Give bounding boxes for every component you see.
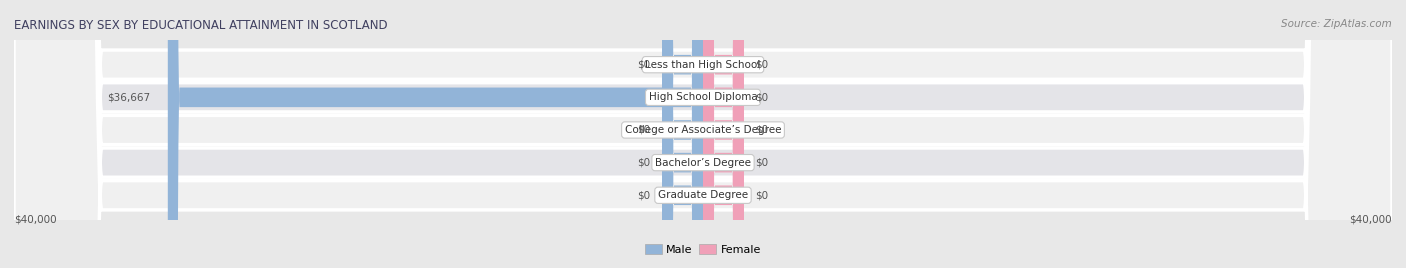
FancyBboxPatch shape — [703, 0, 744, 268]
FancyBboxPatch shape — [662, 0, 703, 268]
Text: $36,667: $36,667 — [107, 92, 150, 102]
Text: EARNINGS BY SEX BY EDUCATIONAL ATTAINMENT IN SCOTLAND: EARNINGS BY SEX BY EDUCATIONAL ATTAINMEN… — [14, 19, 388, 32]
Legend: Male, Female: Male, Female — [641, 239, 765, 259]
Text: Graduate Degree: Graduate Degree — [658, 190, 748, 200]
Text: $40,000: $40,000 — [14, 215, 56, 225]
Text: Less than High School: Less than High School — [645, 60, 761, 70]
FancyBboxPatch shape — [662, 0, 703, 268]
FancyBboxPatch shape — [662, 0, 703, 268]
Text: $0: $0 — [755, 190, 769, 200]
FancyBboxPatch shape — [703, 0, 744, 268]
Text: $0: $0 — [755, 92, 769, 102]
FancyBboxPatch shape — [703, 0, 744, 268]
Text: $0: $0 — [637, 190, 651, 200]
Text: $0: $0 — [755, 125, 769, 135]
FancyBboxPatch shape — [14, 0, 1392, 268]
FancyBboxPatch shape — [14, 0, 1392, 268]
FancyBboxPatch shape — [14, 0, 1392, 268]
Text: College or Associate’s Degree: College or Associate’s Degree — [624, 125, 782, 135]
FancyBboxPatch shape — [703, 0, 744, 268]
Text: $0: $0 — [637, 60, 651, 70]
FancyBboxPatch shape — [14, 0, 1392, 268]
FancyBboxPatch shape — [662, 0, 703, 268]
Text: $0: $0 — [637, 158, 651, 168]
Text: $0: $0 — [637, 125, 651, 135]
Text: $40,000: $40,000 — [1350, 215, 1392, 225]
FancyBboxPatch shape — [167, 0, 703, 268]
Text: High School Diploma: High School Diploma — [648, 92, 758, 102]
FancyBboxPatch shape — [703, 0, 744, 268]
Text: $0: $0 — [755, 60, 769, 70]
Text: $0: $0 — [755, 158, 769, 168]
Text: Bachelor’s Degree: Bachelor’s Degree — [655, 158, 751, 168]
FancyBboxPatch shape — [14, 0, 1392, 268]
Text: Source: ZipAtlas.com: Source: ZipAtlas.com — [1281, 19, 1392, 29]
